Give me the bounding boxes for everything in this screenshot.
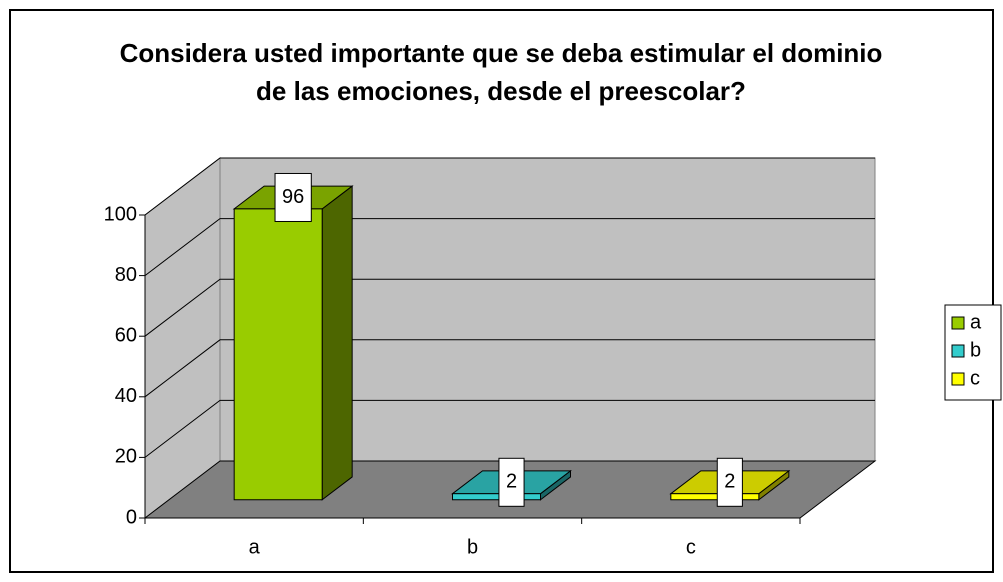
data-label: 2	[724, 471, 735, 493]
grid-line	[144, 278, 875, 337]
bar	[670, 493, 760, 501]
grid-line	[144, 157, 875, 216]
data-label-box	[274, 172, 312, 222]
y-tick-label: 0	[126, 506, 137, 528]
legend-label: a	[970, 311, 982, 333]
data-label-box	[716, 457, 743, 507]
x-tick-label: a	[249, 536, 261, 558]
chart-title: Considera usted importante que se deba e…	[119, 38, 883, 106]
y-tick-label: 60	[115, 324, 137, 346]
bar-side	[321, 185, 353, 501]
y-tick-label: 20	[115, 446, 137, 468]
y-tick-label: 100	[104, 203, 137, 225]
grid-line	[144, 399, 875, 458]
legend-swatch	[951, 316, 965, 330]
side-wall	[144, 156, 221, 520]
legend-swatch	[951, 344, 965, 358]
grid-line	[144, 218, 875, 276]
grid-line	[144, 339, 875, 398]
legend-label: b	[970, 339, 981, 361]
y-tick-label: 40	[115, 385, 137, 407]
legend-label: c	[970, 367, 980, 389]
bar	[452, 493, 541, 501]
bar	[233, 208, 323, 501]
data-label: 96	[282, 186, 304, 208]
data-label-box	[498, 457, 525, 507]
y-tick-label: 80	[115, 264, 137, 286]
data-label: 2	[506, 471, 517, 493]
x-tick-label: b	[467, 536, 478, 558]
x-tick-label: c	[686, 536, 696, 558]
legend-swatch	[951, 372, 965, 386]
